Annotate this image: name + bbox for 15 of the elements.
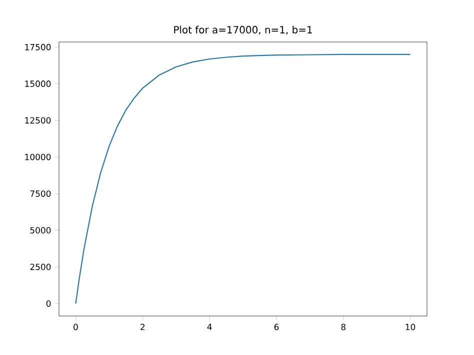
x-tick-label: 8 (341, 324, 346, 330)
y-tick-label: 2500 (30, 264, 51, 270)
y-tick-label: 0 (46, 300, 51, 307)
chart-title: Plot for a=17000, n=1, b=1 (174, 26, 312, 34)
y-tick-label: 10000 (25, 154, 51, 160)
x-tick-label: 0 (74, 324, 78, 330)
y-tick-label: 17500 (25, 44, 51, 50)
x-tick-label: 10 (406, 324, 416, 330)
y-tick-label: 12500 (25, 117, 51, 124)
y-tick-label: 7500 (30, 190, 51, 197)
x-tick-label: 4 (207, 324, 212, 330)
y-tick-label: 5000 (30, 227, 51, 234)
x-tick-label: 2 (140, 324, 144, 330)
x-tick-label: 6 (274, 324, 279, 330)
y-tick-label: 15000 (25, 80, 51, 87)
